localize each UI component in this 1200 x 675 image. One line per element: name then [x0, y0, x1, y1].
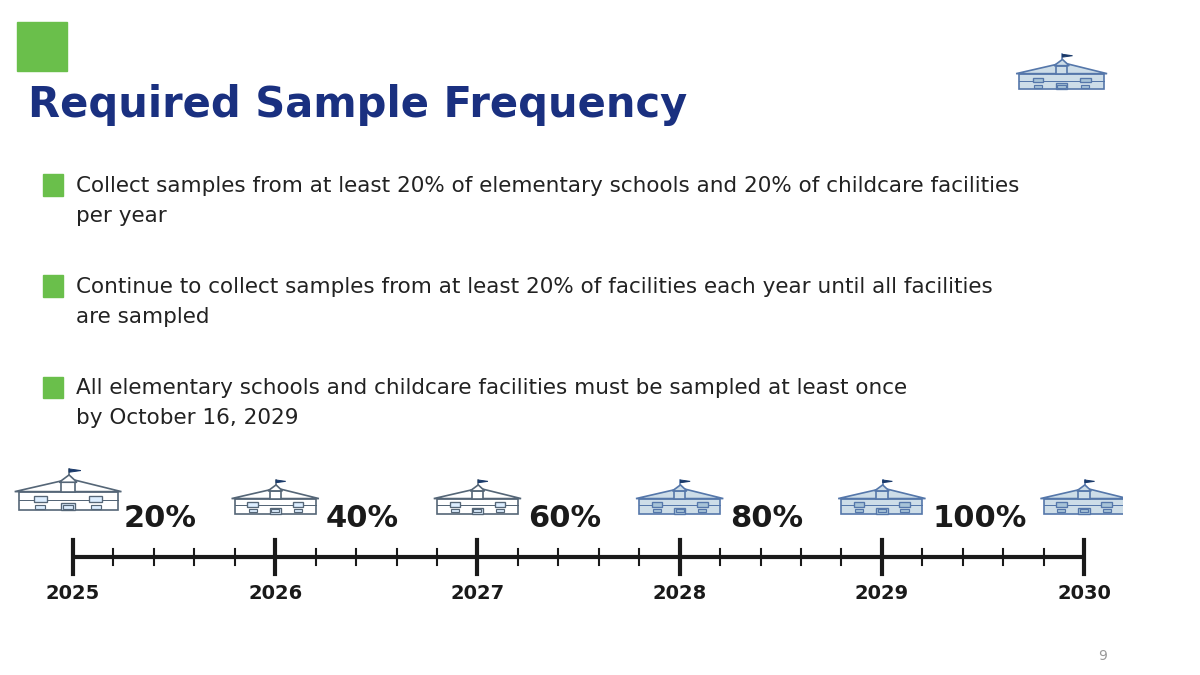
Text: All elementary schools and childcare facilities must be sampled at least once
by: All elementary schools and childcare fac…	[77, 378, 907, 429]
Bar	[36, 505, 46, 508]
Bar	[1032, 78, 1044, 82]
Bar	[698, 510, 707, 512]
Polygon shape	[268, 485, 282, 491]
Bar	[494, 502, 505, 507]
Bar	[450, 502, 460, 507]
Text: 20%: 20%	[124, 504, 197, 533]
Polygon shape	[1016, 63, 1108, 74]
Text: Continue to collect samples from at least 20% of facilities each year until all : Continue to collect samples from at leas…	[77, 277, 994, 327]
Bar	[1081, 85, 1090, 88]
Bar	[89, 496, 102, 502]
Polygon shape	[1054, 59, 1069, 65]
Text: 2027: 2027	[450, 584, 504, 603]
Bar	[293, 502, 304, 507]
Text: Collect samples from at least 20% of elementary schools and 20% of childcare fac: Collect samples from at least 20% of ele…	[77, 176, 1020, 226]
Bar	[876, 491, 888, 499]
Bar	[43, 174, 62, 196]
Bar	[61, 503, 74, 510]
Bar	[1057, 510, 1066, 512]
Polygon shape	[1085, 480, 1094, 483]
Bar	[878, 510, 886, 512]
Bar	[34, 496, 47, 502]
Bar	[856, 510, 863, 512]
Bar	[247, 502, 258, 507]
Polygon shape	[883, 480, 893, 483]
Bar	[876, 508, 888, 514]
Polygon shape	[470, 485, 485, 491]
Bar	[64, 505, 73, 508]
Polygon shape	[1062, 54, 1073, 57]
Bar	[271, 510, 280, 512]
Polygon shape	[70, 469, 80, 472]
Text: 40%: 40%	[325, 504, 398, 533]
Polygon shape	[59, 475, 77, 482]
Bar	[854, 502, 864, 507]
Polygon shape	[680, 480, 690, 483]
Polygon shape	[232, 488, 319, 499]
Text: 80%: 80%	[731, 504, 803, 533]
Bar	[248, 510, 257, 512]
Bar	[1103, 510, 1111, 512]
Bar	[1079, 491, 1090, 499]
Bar	[676, 510, 684, 512]
Text: 100%: 100%	[932, 504, 1027, 533]
Polygon shape	[672, 485, 686, 491]
Polygon shape	[875, 485, 889, 491]
Bar	[270, 508, 281, 514]
Bar	[841, 499, 923, 514]
Bar	[674, 508, 685, 514]
Bar	[652, 502, 662, 507]
Bar	[43, 377, 62, 398]
Text: 2030: 2030	[1057, 584, 1111, 603]
Text: Required Sample Frequency: Required Sample Frequency	[28, 84, 688, 126]
Polygon shape	[838, 488, 925, 499]
Polygon shape	[479, 480, 488, 483]
Text: 2026: 2026	[248, 584, 302, 603]
Bar	[472, 491, 484, 499]
Bar	[653, 510, 661, 512]
Bar	[1020, 74, 1104, 89]
Bar	[437, 499, 518, 514]
Bar	[674, 491, 685, 499]
Polygon shape	[1076, 485, 1091, 491]
Bar	[19, 491, 118, 510]
Text: 60%: 60%	[528, 504, 601, 533]
Bar	[1080, 78, 1091, 82]
Polygon shape	[276, 480, 286, 483]
Bar	[1056, 502, 1067, 507]
Bar	[91, 505, 101, 508]
Bar	[235, 499, 316, 514]
Bar	[451, 510, 458, 512]
Bar	[900, 510, 908, 512]
Bar	[1044, 499, 1124, 514]
Bar	[899, 502, 910, 507]
Text: 2025: 2025	[46, 584, 100, 603]
Bar	[294, 510, 302, 512]
Polygon shape	[14, 479, 121, 491]
Bar	[1102, 502, 1112, 507]
Bar	[697, 502, 708, 507]
Bar	[1057, 85, 1066, 88]
Bar	[61, 482, 74, 491]
Bar	[472, 508, 484, 514]
Bar	[1056, 65, 1068, 74]
Bar	[17, 22, 67, 71]
Text: 9: 9	[1098, 649, 1106, 663]
Text: 2028: 2028	[653, 584, 707, 603]
Bar	[1079, 508, 1090, 514]
Polygon shape	[636, 488, 724, 499]
Bar	[270, 491, 281, 499]
Bar	[473, 510, 481, 512]
Bar	[43, 275, 62, 297]
Bar	[1033, 85, 1043, 88]
Bar	[1080, 510, 1088, 512]
Polygon shape	[433, 488, 521, 499]
Bar	[1056, 84, 1068, 89]
Bar	[640, 499, 720, 514]
Bar	[496, 510, 504, 512]
Polygon shape	[1040, 488, 1128, 499]
Text: 2029: 2029	[854, 584, 908, 603]
